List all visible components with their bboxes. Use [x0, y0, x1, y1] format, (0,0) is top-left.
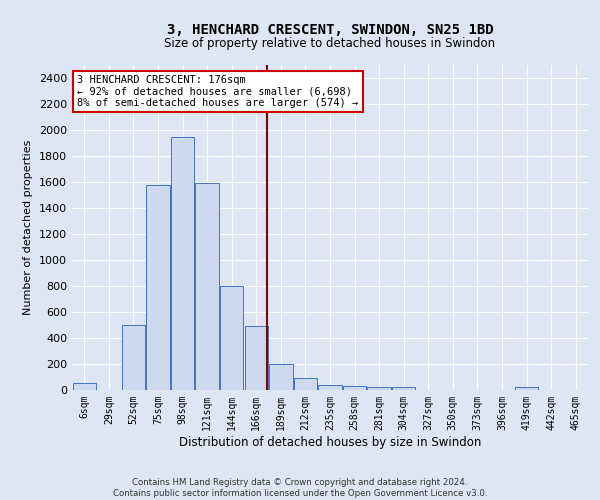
Bar — [122, 325, 145, 390]
Bar — [343, 386, 366, 390]
Text: 3 HENCHARD CRESCENT: 176sqm
← 92% of detached houses are smaller (6,698)
8% of s: 3 HENCHARD CRESCENT: 176sqm ← 92% of det… — [77, 74, 358, 108]
Bar — [171, 136, 194, 390]
Text: 3, HENCHARD CRESCENT, SWINDON, SN25 1BD: 3, HENCHARD CRESCENT, SWINDON, SN25 1BD — [167, 22, 493, 36]
Bar — [515, 388, 538, 390]
Y-axis label: Number of detached properties: Number of detached properties — [23, 140, 34, 315]
Bar — [73, 383, 96, 390]
Bar — [146, 184, 170, 390]
X-axis label: Distribution of detached houses by size in Swindon: Distribution of detached houses by size … — [179, 436, 481, 448]
Bar — [294, 378, 317, 390]
Bar — [196, 184, 219, 390]
Text: Contains HM Land Registry data © Crown copyright and database right 2024.
Contai: Contains HM Land Registry data © Crown c… — [113, 478, 487, 498]
Text: Size of property relative to detached houses in Swindon: Size of property relative to detached ho… — [164, 38, 496, 51]
Bar — [220, 286, 244, 390]
Bar — [245, 326, 268, 390]
Bar — [392, 388, 415, 390]
Bar — [367, 387, 391, 390]
Bar — [269, 364, 293, 390]
Bar — [319, 386, 341, 390]
